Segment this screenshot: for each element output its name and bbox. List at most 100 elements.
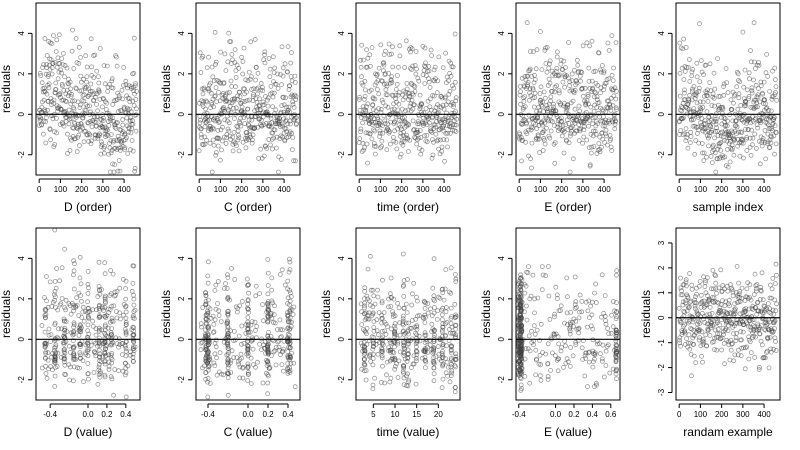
residual-point	[122, 372, 128, 378]
residual-point	[44, 91, 50, 97]
residual-point	[268, 115, 274, 121]
residual-point	[720, 153, 725, 159]
residual-point	[112, 124, 118, 130]
residual-point	[216, 136, 222, 142]
y-tick-label: -2	[17, 376, 26, 384]
residual-point	[390, 44, 395, 50]
residual-point	[226, 371, 231, 376]
residual-point	[742, 67, 748, 73]
residual-point	[117, 310, 123, 316]
residual-point	[715, 146, 721, 152]
residual-point	[613, 96, 619, 102]
residual-point	[428, 306, 433, 312]
residual-point	[531, 49, 536, 55]
residual-point	[42, 109, 48, 114]
x-tick-label: 300	[736, 185, 750, 194]
plot-frame	[355, 227, 461, 401]
residual-point	[387, 52, 392, 57]
residual-point	[359, 74, 364, 80]
x-tick-label: 200	[235, 185, 249, 194]
residual-point	[436, 54, 442, 60]
residual-point	[613, 359, 619, 365]
residual-point	[212, 340, 218, 346]
residual-point	[714, 116, 720, 122]
residual-point	[721, 81, 727, 87]
residual-point	[115, 168, 121, 174]
residual-point	[265, 95, 271, 101]
residual-point	[203, 370, 209, 375]
residual-point	[117, 95, 122, 101]
residual-point	[375, 115, 381, 120]
residual-point	[442, 286, 448, 292]
residual-point	[74, 295, 80, 301]
residual-point	[711, 119, 716, 125]
residual-point	[518, 306, 524, 312]
residual-point	[84, 74, 90, 79]
residual-point	[409, 291, 415, 297]
residual-point	[681, 115, 686, 121]
residual-point	[682, 322, 687, 328]
residual-point	[522, 104, 528, 109]
residual-point	[55, 55, 61, 61]
residual-point	[524, 303, 529, 309]
y-tick-label: 4	[497, 31, 506, 36]
residual-point	[385, 104, 391, 110]
residual-point	[105, 127, 110, 133]
residual-point	[439, 144, 445, 150]
y-tick-label: 0	[657, 315, 666, 320]
residual-point	[252, 125, 258, 130]
residual-point	[63, 319, 69, 324]
residual-point	[245, 305, 250, 311]
residual-point	[71, 331, 77, 337]
residual-point	[117, 285, 123, 291]
residual-point	[382, 71, 388, 76]
residual-point	[545, 374, 551, 379]
residual-point	[448, 73, 454, 79]
residual-point	[518, 376, 524, 382]
y-axis-label: residuals	[319, 65, 333, 113]
residual-point	[532, 331, 538, 337]
residual-point	[71, 258, 76, 264]
residual-point	[45, 82, 51, 88]
residual-point	[555, 49, 560, 55]
residual-point	[364, 141, 370, 147]
residual-point	[385, 304, 391, 310]
residual-point	[700, 338, 706, 344]
residual-point	[401, 293, 407, 299]
residual-point	[100, 104, 105, 110]
residual-point	[127, 99, 133, 105]
residual-point	[203, 293, 209, 299]
residual-point	[105, 133, 111, 139]
residual-point	[700, 99, 706, 105]
residual-point	[356, 97, 362, 102]
residual-point	[289, 307, 295, 313]
residual-point	[59, 296, 65, 301]
residual-point	[290, 99, 296, 105]
residual-point	[55, 76, 61, 82]
residual-point	[374, 71, 380, 77]
residual-point	[422, 45, 428, 51]
y-tick-label: 2	[497, 296, 506, 301]
residual-point	[723, 66, 729, 71]
residual-point	[518, 286, 524, 292]
residual-point	[56, 336, 61, 342]
residual-point	[46, 366, 51, 372]
residual-point	[221, 80, 227, 85]
residual-point	[235, 128, 241, 134]
residual-point	[102, 327, 108, 333]
residual-point	[715, 326, 721, 332]
residual-point	[694, 60, 700, 66]
residual-point	[553, 108, 559, 114]
residual-point	[422, 349, 428, 355]
residual-point	[614, 268, 620, 274]
residual-point	[201, 363, 207, 369]
residual-point	[39, 365, 45, 371]
residual-point	[106, 310, 111, 316]
residual-point	[86, 315, 92, 321]
residual-point	[67, 377, 72, 383]
y-tick-label: 0	[337, 112, 346, 117]
residual-point	[131, 309, 137, 315]
residual-point	[524, 121, 529, 127]
residual-point	[746, 94, 752, 99]
